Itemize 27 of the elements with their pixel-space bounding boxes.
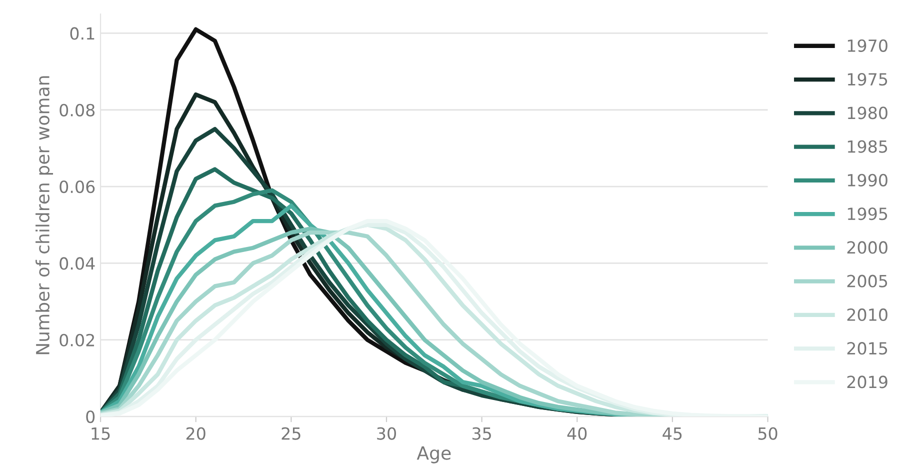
y-tick-label: 0.04 (60, 257, 95, 270)
legend-label: 2019 (847, 376, 888, 388)
legend-label: 1970 (848, 39, 888, 52)
y-tick-label: 0.02 (60, 334, 94, 346)
x-tick-label: 15 (92, 427, 110, 440)
x-tick-label: 30 (377, 427, 396, 440)
y-tick-label: 0.06 (60, 180, 95, 194)
legend-label: 2010 (847, 308, 888, 322)
legend-label: 1995 (848, 208, 888, 220)
x-tick-label: 20 (186, 427, 206, 440)
legend-label: 1990 (848, 174, 888, 186)
y-tick-label: 0 (86, 410, 95, 424)
y-axis-title: Number of children per woman (36, 76, 54, 354)
x-tick-label: 40 (567, 427, 587, 440)
legend-label: 1980 (848, 106, 888, 120)
y-tick-label: 0.08 (60, 104, 95, 116)
legend-label: 2000 (847, 241, 888, 254)
x-axis-title: Age (416, 446, 451, 464)
x-tick-label: 45 (662, 427, 682, 440)
x-tick-label: 25 (282, 427, 300, 440)
legend-label: 1975 (848, 72, 888, 86)
legend-label: 1985 (848, 140, 888, 153)
legend-label: 2015 (847, 342, 888, 355)
x-tick-label: 50 (758, 427, 778, 440)
legend-label: 2005 (847, 274, 888, 288)
y-tick-label: 0.1 (70, 27, 94, 40)
x-tick-label: 35 (472, 427, 491, 440)
